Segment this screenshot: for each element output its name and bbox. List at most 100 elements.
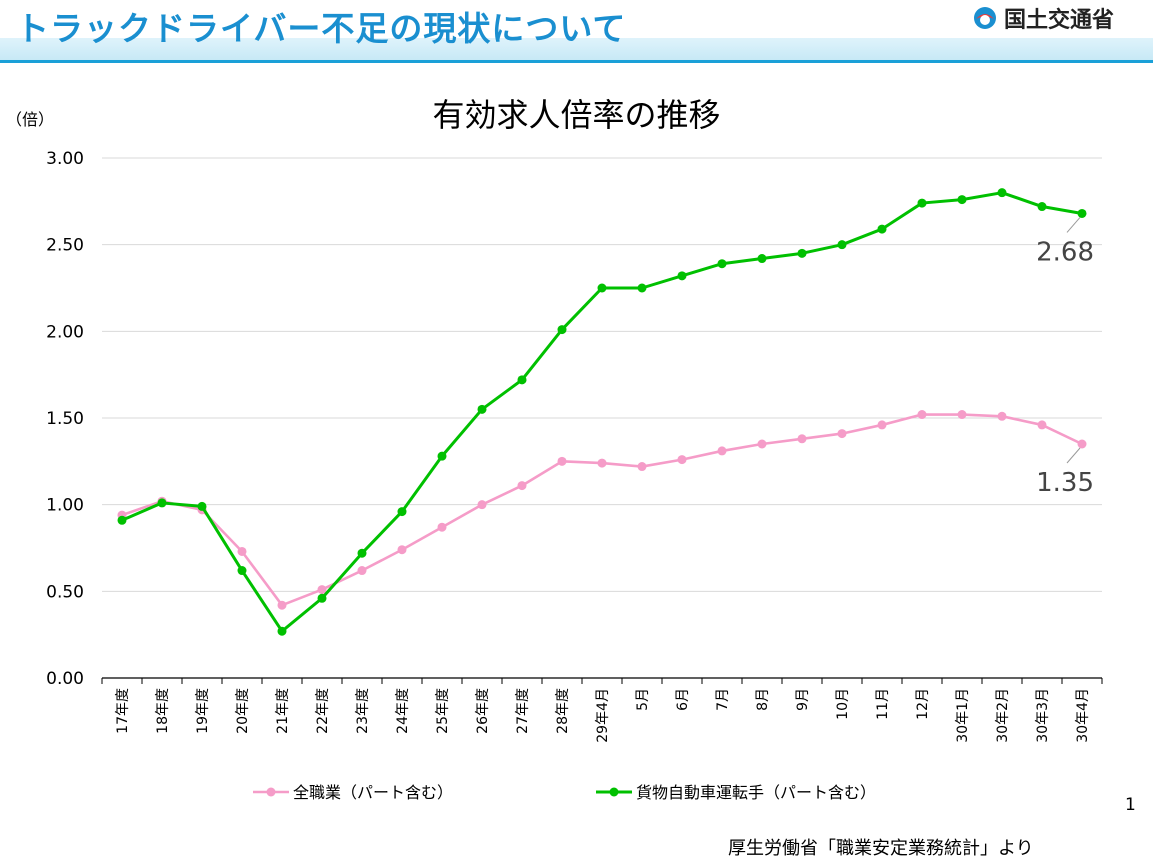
data-point [917, 410, 927, 420]
x-tick-label: 30年3月 [1035, 688, 1051, 743]
data-point [717, 259, 727, 269]
data-point [717, 446, 727, 456]
gridlines [102, 157, 1102, 592]
data-point [437, 522, 447, 532]
legend-swatch-marker [609, 787, 619, 797]
x-tick-label: 18年度 [155, 688, 171, 734]
data-labels: 1.35 2.68 [1036, 217, 1094, 498]
data-point [1037, 202, 1047, 212]
series-line [121, 191, 1083, 633]
mlit-emblem-icon [974, 7, 996, 29]
chart-title: 有効求人倍率の推移 [432, 96, 721, 134]
series-lines [117, 188, 1087, 636]
x-tick-label: 30年2月 [995, 688, 1011, 743]
data-point [157, 498, 167, 508]
data-point [517, 375, 527, 385]
data-point [957, 195, 967, 205]
leader-line [1066, 447, 1081, 464]
data-point [877, 224, 887, 234]
legend-label: 貨物自動車運転手（パート含む） [636, 783, 876, 802]
x-tick-label: 25年度 [435, 688, 451, 734]
x-tick-label: 24年度 [395, 688, 411, 734]
data-point [197, 501, 207, 511]
data-point [677, 271, 687, 281]
data-point [1037, 420, 1047, 430]
y-tick-label: 0.50 [46, 582, 84, 602]
end-value-label: 1.35 [1036, 468, 1094, 498]
x-tick-label: 28年度 [555, 688, 571, 734]
data-point [437, 451, 447, 461]
data-point [637, 462, 647, 472]
y-tick-label: 2.00 [46, 322, 84, 342]
y-tick-label: 1.00 [46, 496, 84, 516]
x-tick-label: 12月 [915, 688, 931, 720]
data-point [877, 420, 887, 430]
x-tick-label: 26年度 [475, 688, 491, 734]
logo-text: 国土交通省 [1004, 8, 1115, 33]
data-point [117, 515, 127, 525]
data-point [837, 240, 847, 250]
legend-swatch-marker [266, 787, 276, 797]
data-point [997, 188, 1007, 198]
data-point [397, 507, 407, 517]
x-tick-label: 6月 [675, 688, 691, 711]
axes: 0.00 0.50 1.00 1.50 2.00 2.50 3.00 17年度 18年度 19年度… [46, 149, 1103, 743]
series-1 [117, 188, 1087, 636]
x-tick-label: 23年度 [355, 688, 371, 734]
x-tick-label: 19年度 [195, 688, 211, 734]
end-value-label: 2.68 [1036, 237, 1094, 267]
header-divider [0, 60, 1153, 63]
data-point [357, 566, 367, 576]
legend-label: 全職業（パート含む） [293, 783, 453, 802]
x-tick-label: 9月 [795, 688, 811, 711]
x-tick-label: 10月 [835, 688, 851, 720]
data-point [357, 548, 367, 558]
data-point [317, 585, 327, 595]
data-point [477, 500, 487, 510]
x-tick-label: 21年度 [275, 688, 291, 734]
data-point [237, 546, 247, 556]
data-point [517, 481, 527, 491]
data-point [397, 545, 407, 555]
leader-line [1066, 217, 1081, 233]
data-point [797, 248, 807, 258]
slide-title: トラックドライバー不足の現状について [16, 9, 627, 48]
x-tick-label: 30年4月 [1075, 688, 1091, 743]
data-point [597, 458, 607, 468]
data-point [1077, 439, 1087, 449]
data-point [237, 566, 247, 576]
data-point [317, 593, 327, 603]
source-note: 厚生労働省「職業安定業務統計」より [728, 838, 1034, 859]
legend: 全職業（パート含む） 貨物自動車運転手（パート含む） [253, 783, 876, 802]
data-point [637, 283, 647, 293]
x-tick-label: 5月 [635, 688, 651, 711]
ministry-logo: 国土交通省 [972, 2, 1114, 34]
x-tick-label: 17年度 [115, 688, 131, 734]
data-point [597, 283, 607, 293]
x-tick-label: 20年度 [235, 688, 251, 734]
data-point [557, 325, 567, 335]
data-point [957, 410, 967, 420]
data-point [557, 456, 567, 466]
header-band [0, 38, 1153, 60]
data-point [277, 600, 287, 610]
data-point [677, 455, 687, 465]
x-tick-label: 29年4月 [595, 688, 611, 743]
data-point [757, 439, 767, 449]
x-tick-label: 8月 [755, 688, 771, 711]
data-point [1077, 208, 1087, 218]
data-point [797, 434, 807, 444]
data-point [997, 411, 1007, 421]
data-point [477, 404, 487, 414]
data-point [757, 254, 767, 264]
x-tick-label: 30年1月 [955, 688, 971, 743]
data-point [277, 626, 287, 636]
series-line [121, 413, 1083, 607]
x-tick-label: 27年度 [515, 688, 531, 734]
data-point [837, 429, 847, 439]
x-tick-label: 7月 [715, 688, 731, 711]
series-0 [117, 410, 1087, 610]
data-point [917, 198, 927, 208]
y-tick-label: 3.00 [46, 149, 84, 169]
